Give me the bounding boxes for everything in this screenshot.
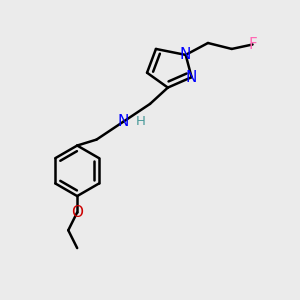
Text: N: N <box>186 70 197 85</box>
Text: O: O <box>71 205 83 220</box>
Text: H: H <box>136 115 146 128</box>
Text: N: N <box>180 47 191 62</box>
Text: N: N <box>118 114 129 129</box>
Text: F: F <box>248 37 257 52</box>
